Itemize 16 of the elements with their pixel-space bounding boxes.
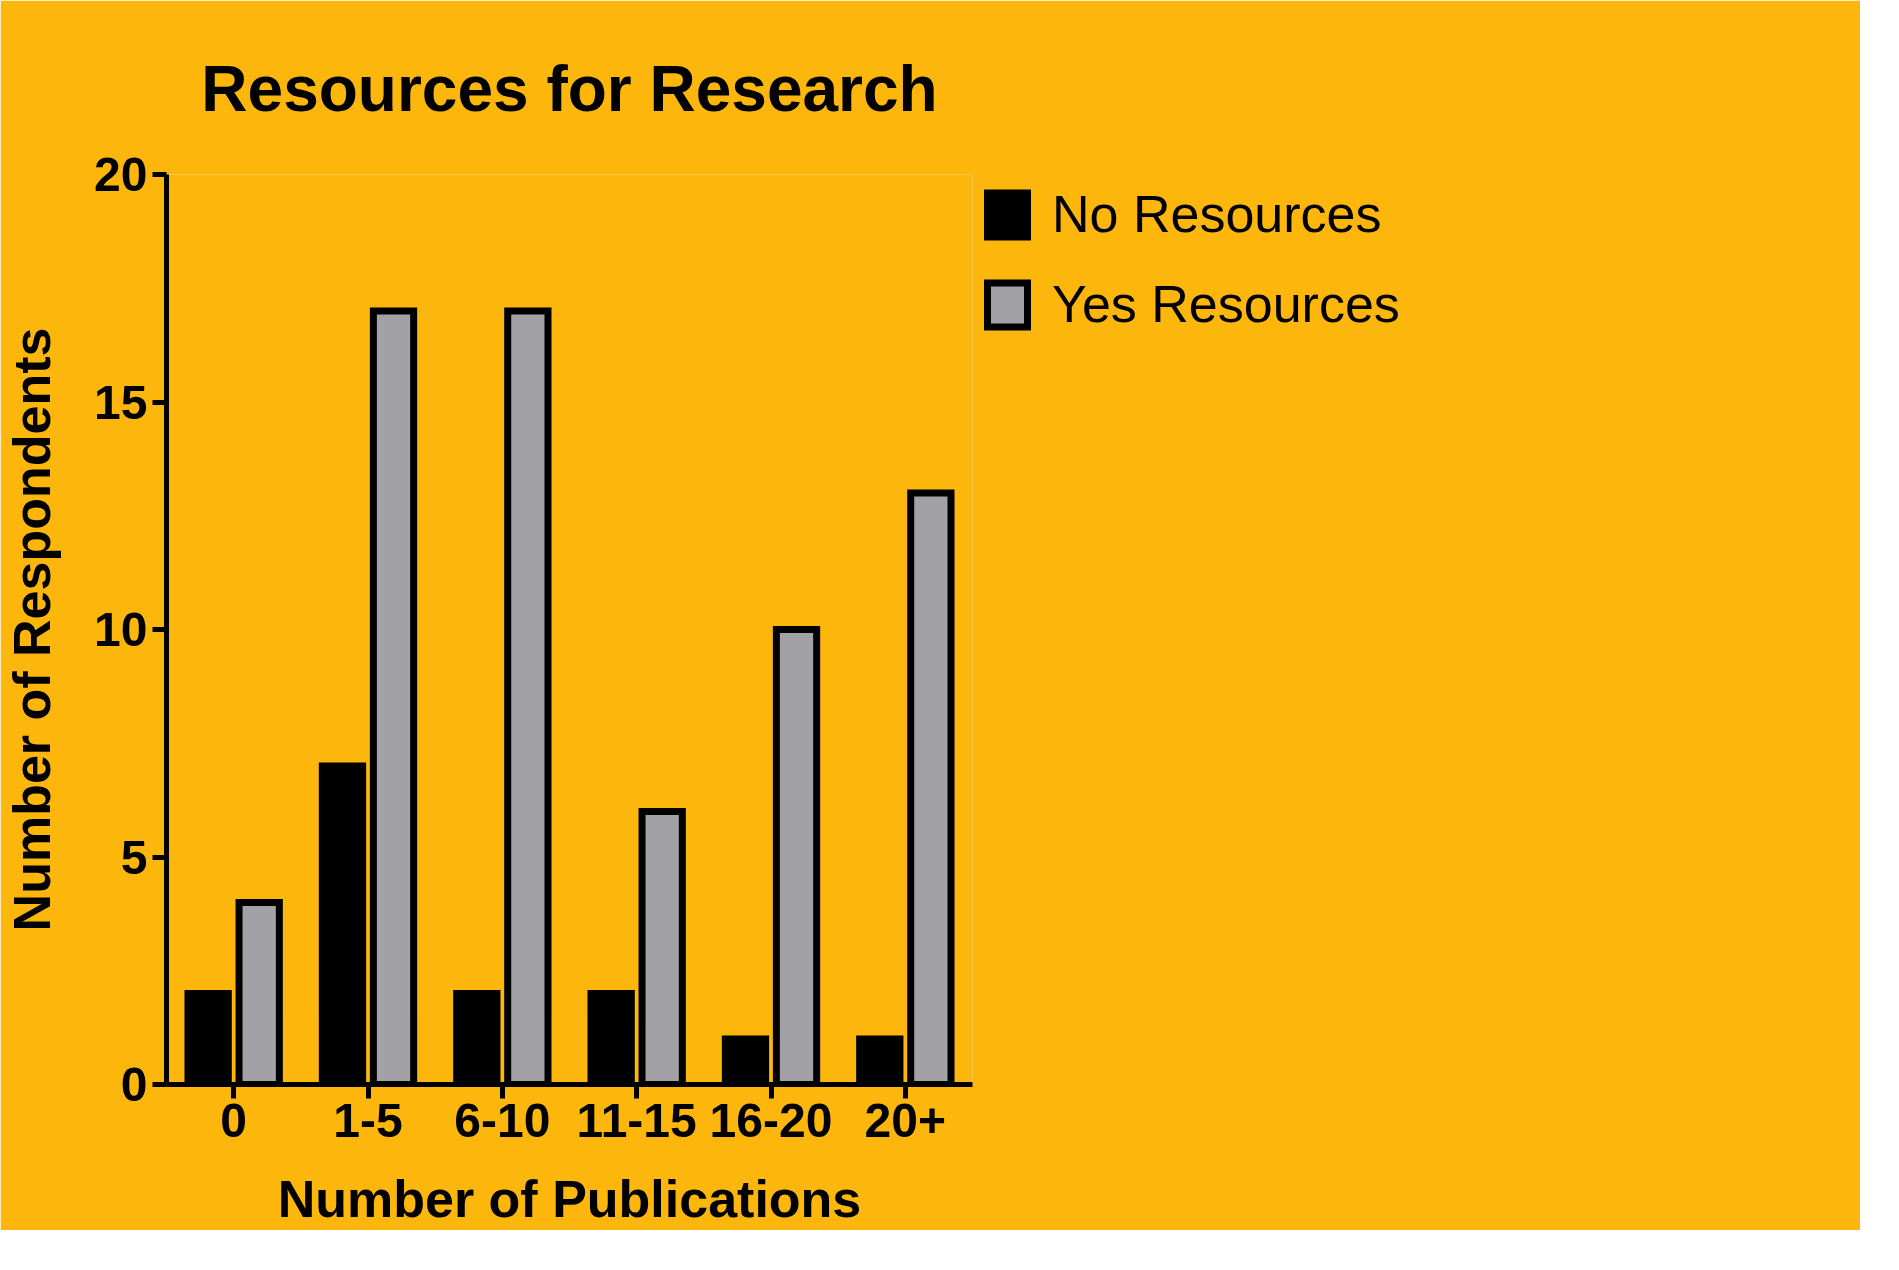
y-tick-label: 5 bbox=[120, 830, 148, 884]
y-axis-title: Number of Respondents bbox=[3, 327, 62, 932]
x-axis-title: Number of Publications bbox=[277, 1169, 862, 1228]
x-tick-label: 20+ bbox=[864, 1093, 947, 1147]
y-tick-label: 10 bbox=[94, 603, 148, 656]
x-tick-label: 11-15 bbox=[576, 1093, 697, 1147]
y-tick-label: 15 bbox=[94, 375, 148, 429]
y-tick-label: 0 bbox=[120, 1058, 148, 1111]
legend-label: Yes Resources bbox=[1052, 274, 1400, 334]
y-tick-label: 20 bbox=[94, 148, 148, 201]
x-tick-label: 1-5 bbox=[333, 1093, 403, 1147]
chart-title: Resources for Research bbox=[201, 52, 938, 125]
x-tick-label: 16-20 bbox=[709, 1093, 833, 1147]
legend-label: No Resources bbox=[1052, 184, 1382, 244]
x-tick-label: 6-10 bbox=[454, 1093, 551, 1147]
x-tick-label: 0 bbox=[220, 1093, 248, 1147]
